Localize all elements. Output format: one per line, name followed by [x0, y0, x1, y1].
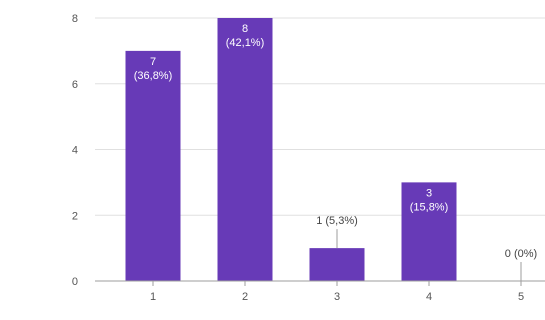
y-tick-label: 0	[72, 276, 78, 288]
x-tick-label: 1	[150, 291, 156, 303]
data-label: 1 (5,3%)	[316, 215, 358, 227]
y-tick-label: 4	[72, 145, 78, 157]
x-tick-label: 3	[334, 291, 340, 303]
y-tick-label: 6	[72, 79, 78, 91]
data-label: 8	[242, 23, 248, 35]
bar	[125, 50, 181, 281]
bar	[401, 182, 457, 281]
data-labels: 7 (36,8%) 8 (42,1%) 1 (5,3%) 3 (15,8%) 0 (0%)	[134, 23, 537, 281]
data-label: 7	[150, 56, 156, 68]
x-tick-label: 5	[518, 291, 524, 303]
data-label: 3	[426, 187, 432, 199]
bar	[217, 18, 273, 281]
data-label: 0 (0%)	[505, 248, 537, 260]
x-axis-ticks: 1 2 3 4 5	[150, 281, 524, 303]
y-axis-ticks: 0 2 4 6 8	[72, 13, 78, 288]
data-label: (15,8%)	[410, 201, 449, 213]
x-tick-label: 2	[242, 291, 248, 303]
y-tick-label: 8	[72, 13, 78, 25]
bar	[309, 248, 365, 281]
x-tick-label: 4	[426, 291, 432, 303]
bars	[125, 18, 457, 281]
data-label: (42,1%)	[226, 37, 265, 49]
data-label: (36,8%)	[134, 70, 173, 82]
y-tick-label: 2	[72, 210, 78, 222]
